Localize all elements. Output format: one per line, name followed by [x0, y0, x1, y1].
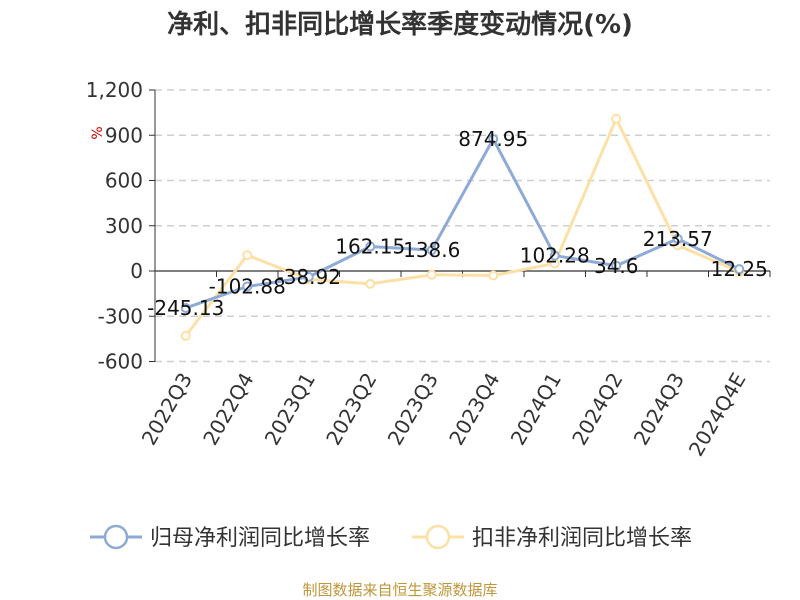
series-point	[365, 278, 376, 289]
series-group	[180, 113, 745, 341]
chart-title: 净利、扣非同比增长率季度变动情况(%)	[167, 9, 633, 40]
series-point	[672, 233, 683, 244]
y-axis-unit: %	[90, 126, 106, 139]
data-label: 34.6	[594, 254, 639, 278]
x-tick-label: 2024Q3	[629, 369, 689, 450]
source-note: 制图数据来自恒生聚源数据库	[302, 581, 497, 599]
x-tick-label: 2024Q2	[567, 369, 627, 450]
series-point	[549, 250, 560, 261]
series-point	[611, 113, 622, 124]
x-axis-ticks: 2022Q3 2022Q4 2023Q1 2023Q2 2023Q3 2023Q4 2024…	[137, 271, 771, 461]
y-tick-label: 0	[130, 259, 143, 283]
series-point	[488, 134, 499, 145]
x-tick-label: 2023Q2	[321, 369, 381, 450]
data-label: 138.6	[403, 238, 460, 262]
y-tick-label: 1,200	[86, 78, 143, 102]
y-tick-label: 600	[105, 169, 143, 193]
x-tick-label: 2024Q4E	[684, 369, 751, 461]
data-label: 213.57	[643, 227, 713, 251]
legend-label: 归母净利润同比增长率	[150, 526, 370, 551]
x-tick-label: 2023Q3	[383, 369, 443, 450]
x-tick-label: 2022Q4	[198, 369, 258, 450]
grid-lines	[155, 89, 770, 363]
series-line	[184, 117, 740, 337]
x-tick-label: 2023Q1	[260, 369, 320, 450]
x-tick-label: 2024Q1	[506, 369, 566, 450]
y-tick-label: -300	[98, 304, 143, 328]
series-point	[611, 260, 622, 271]
series-point	[242, 250, 253, 261]
y-tick-label: -600	[98, 350, 143, 374]
legend-label: 扣非净利润同比增长率	[472, 526, 692, 551]
x-tick-label: 2023Q4	[444, 369, 504, 450]
series-point	[303, 271, 314, 282]
y-tick-label: 300	[105, 214, 143, 238]
data-label: 874.95	[458, 127, 528, 151]
series-point	[488, 270, 499, 281]
series-point	[426, 245, 437, 256]
series-point	[180, 330, 191, 341]
data-label: -38.92	[277, 265, 341, 289]
series-line	[185, 137, 740, 310]
legend-marker	[103, 524, 129, 550]
series-point	[426, 269, 437, 280]
data-label: -102.88	[209, 275, 286, 299]
legend-marker	[425, 524, 451, 550]
series-point	[734, 264, 745, 275]
y-tick-label: 900	[105, 123, 143, 147]
data-label: 102.28	[520, 244, 590, 268]
series-point	[180, 302, 191, 313]
data-label: -245.13	[147, 296, 224, 320]
x-tick-label: 2022Q3	[137, 369, 197, 450]
series-point	[242, 281, 253, 292]
series-point	[365, 241, 376, 252]
y-axis-ticks: -600 -300 0 300 600 900 1,200	[86, 78, 155, 374]
legend: 归母净利润同比增长率 扣非净利润同比增长率	[90, 524, 692, 551]
data-label: 162.15	[335, 235, 405, 259]
data-label: 12.25	[711, 257, 768, 281]
